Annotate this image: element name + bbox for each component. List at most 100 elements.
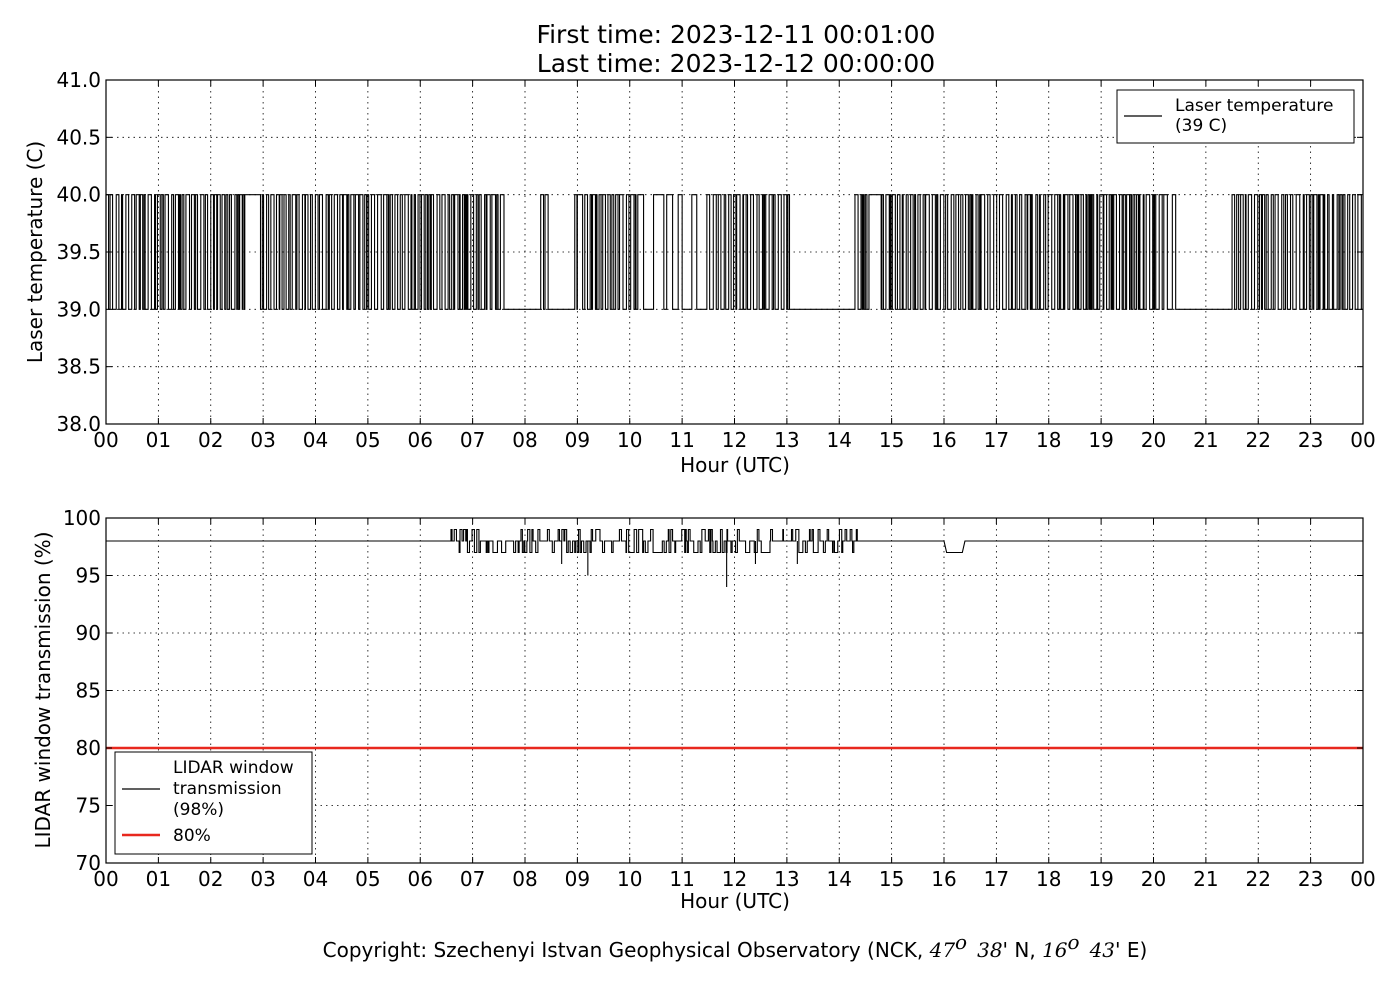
x-tick-label: 02 [198, 428, 223, 452]
legend-label-transmission-2: transmission [173, 779, 282, 799]
x-tick-label: 12 [722, 428, 747, 452]
lon-degree-mark: o [1068, 930, 1080, 954]
x-tick-label: 04 [303, 428, 328, 452]
lon-minutes: 43 [1089, 938, 1115, 962]
x-tick-label: 00 [1350, 428, 1375, 452]
legend-box [114, 751, 313, 855]
series-laser-temperature [105, 194, 1363, 310]
y-tick-label: 80 [76, 736, 101, 760]
transmission-line [106, 528, 1363, 554]
x-tick-label: 17 [984, 867, 1009, 891]
laser-temperature-line [105, 194, 1363, 310]
x-tick-label: 02 [198, 867, 223, 891]
legend-box [1116, 89, 1355, 144]
chart-laser-temperature: 00 01 02 03 04 05 06 07 08 09 10 11 12 13 14 15 16 17 18 19… [23, 68, 1376, 477]
x-tick-label: 00 [1350, 867, 1375, 891]
x-tick-label: 03 [250, 867, 275, 891]
title-last-time: Last time: 2023-12-12 00:00:00 [537, 49, 935, 78]
x-tick-label: 05 [355, 867, 380, 891]
x-tick-label: 23 [1298, 867, 1323, 891]
chart-lidar-transmission: 00 01 02 03 04 05 06 07 08 09 10 11 12 13 14 15 16 17 18 19… [31, 506, 1376, 913]
y-tick-label: 100 [63, 506, 101, 530]
x-tick-label: 18 [1036, 428, 1061, 452]
series-lidar-transmission [106, 528, 1363, 750]
x-tick-label: 00 [93, 867, 118, 891]
x-tick-label: 10 [617, 867, 642, 891]
x-tick-label: 01 [146, 867, 171, 891]
y-tick-label: 70 [76, 851, 101, 875]
x-tick-label: 22 [1246, 867, 1271, 891]
legend: Laser temperature (39 C) [1116, 89, 1355, 144]
x-tick-label: 11 [669, 867, 694, 891]
legend-label-laser-1: Laser temperature [1175, 96, 1333, 116]
x-tick-label: 19 [1088, 428, 1113, 452]
legend: LIDAR window transmission (98%) 80% [114, 751, 313, 855]
x-tick-label: 07 [460, 428, 485, 452]
y-tick-label: 41.0 [56, 68, 101, 92]
x-tick-label: 18 [1036, 867, 1061, 891]
x-axis-label: Hour (UTC) [680, 889, 790, 913]
y-tick-label: 85 [76, 679, 101, 703]
x-tick-label: 00 [93, 428, 118, 452]
copyright-prefix: Copyright: Szechenyi Istvan Geophysical … [323, 938, 930, 962]
x-tick-label: 10 [617, 428, 642, 452]
x-tick-label: 12 [722, 867, 747, 891]
lon-degrees: 16 [1042, 938, 1068, 962]
x-tick-label: 08 [512, 428, 537, 452]
x-tick-label: 14 [827, 428, 852, 452]
x-tick-labels: 00 01 02 03 04 05 06 07 08 09 10 11 12 13 14 15 16 17 18 19… [93, 428, 1375, 452]
x-tick-label: 15 [879, 867, 904, 891]
x-axis-label: Hour (UTC) [680, 453, 790, 477]
x-tick-label: 07 [460, 867, 485, 891]
tick-marks [105, 79, 1364, 425]
y-tick-label: 38.5 [56, 355, 101, 379]
y-tick-label: 38.0 [56, 412, 101, 436]
tick-marks [105, 517, 1364, 864]
title-first-time: First time: 2023-12-11 00:01:00 [537, 20, 936, 49]
legend-label-transmission-1: LIDAR window [173, 758, 294, 778]
x-tick-label: 16 [931, 867, 956, 891]
copyright: Copyright: Szechenyi Istvan Geophysical … [323, 930, 1148, 962]
x-tick-label: 01 [146, 428, 171, 452]
x-tick-label: 06 [408, 428, 433, 452]
x-tick-label: 17 [984, 428, 1009, 452]
y-tick-label: 39.0 [56, 297, 101, 321]
x-tick-label: 04 [303, 867, 328, 891]
lat-degree-mark: o [955, 930, 967, 954]
y-tick-label: 90 [76, 621, 101, 645]
x-tick-label: 11 [669, 428, 694, 452]
x-tick-label: 13 [774, 867, 799, 891]
x-tick-labels: 00 01 02 03 04 05 06 07 08 09 10 11 12 13 14 15 16 17 18 19… [93, 867, 1375, 891]
x-tick-label: 15 [879, 428, 904, 452]
y-tick-label: 75 [76, 794, 101, 818]
x-tick-label: 22 [1246, 428, 1271, 452]
x-tick-label: 20 [1141, 428, 1166, 452]
x-tick-label: 21 [1193, 867, 1218, 891]
x-tick-label: 20 [1141, 867, 1166, 891]
x-tick-label: 09 [565, 428, 590, 452]
legend-label-laser-2: (39 C) [1175, 116, 1227, 136]
x-tick-label: 19 [1088, 867, 1113, 891]
y-axis-label: LIDAR window transmission (%) [31, 532, 55, 849]
y-tick-label: 40.0 [56, 183, 101, 207]
y-tick-label: 95 [76, 564, 101, 588]
lat-minutes: 38 [977, 938, 1002, 962]
y-axis-label: Laser temperature (C) [23, 141, 47, 363]
x-tick-label: 16 [931, 428, 956, 452]
legend-label-80pct: 80% [173, 826, 211, 846]
x-tick-label: 05 [355, 428, 380, 452]
y-tick-label: 40.5 [56, 125, 101, 149]
x-tick-label: 08 [512, 867, 537, 891]
x-tick-label: 09 [565, 867, 590, 891]
y-tick-labels: 38.0 38.5 39.0 39.5 40.0 40.5 41.0 [56, 68, 101, 436]
x-tick-label: 06 [408, 867, 433, 891]
y-tick-labels: 70 75 80 85 90 95 100 [63, 506, 101, 875]
x-tick-label: 14 [827, 867, 852, 891]
lat-degrees: 47 [929, 938, 956, 962]
lon-rest: ' E) [1115, 938, 1147, 962]
x-tick-label: 21 [1193, 428, 1218, 452]
y-tick-label: 39.5 [56, 240, 101, 264]
lat-rest: ' N, [1003, 938, 1043, 962]
x-tick-label: 23 [1298, 428, 1323, 452]
